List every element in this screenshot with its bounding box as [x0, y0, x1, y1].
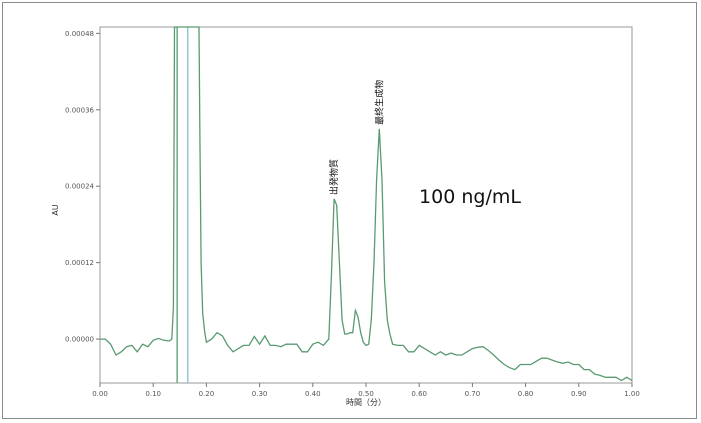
y-tick-label: 0.00000	[65, 336, 94, 344]
x-tick-label: 0.30	[252, 390, 268, 398]
x-tick-label: 0.40	[305, 390, 321, 398]
peak-label: 最終生成物	[373, 80, 385, 125]
x-tick-label: 0.00	[92, 390, 108, 398]
x-axis-ticks: 0.00 0.10 0.20 0.30 0.40 0.50 0.60 0.70 0.80 0.90…	[92, 383, 640, 398]
y-axis-label: AU	[51, 204, 60, 215]
injection-markers	[176, 27, 189, 383]
x-tick-label: 0.70	[465, 390, 481, 398]
y-axis-ticks: 0.00000 0.00012 0.00024 0.00036 0.00048	[65, 30, 100, 344]
x-tick-label: 0.60	[411, 390, 427, 398]
y-tick-label: 0.00012	[65, 259, 94, 267]
x-tick-label: 0.90	[571, 390, 587, 398]
x-tick-label: 0.20	[199, 390, 215, 398]
chromatogram-trace	[100, 26, 633, 382]
y-tick-label: 0.00024	[65, 183, 94, 191]
x-tick-label: 0.50	[358, 390, 374, 398]
y-tick-label: 0.00036	[65, 106, 94, 114]
peak-label: 出発物質	[328, 159, 340, 195]
y-tick-label: 0.00048	[65, 30, 94, 38]
plot-area	[99, 26, 633, 384]
x-tick-label: 0.10	[145, 390, 161, 398]
x-axis-label: 時間（分）	[346, 398, 386, 407]
concentration-label: 100 ng/mL	[419, 186, 521, 208]
x-tick-label: 1.00	[624, 390, 640, 398]
peak-labels: 出発物質 最終生成物	[328, 80, 385, 195]
x-tick-label: 0.80	[518, 390, 534, 398]
